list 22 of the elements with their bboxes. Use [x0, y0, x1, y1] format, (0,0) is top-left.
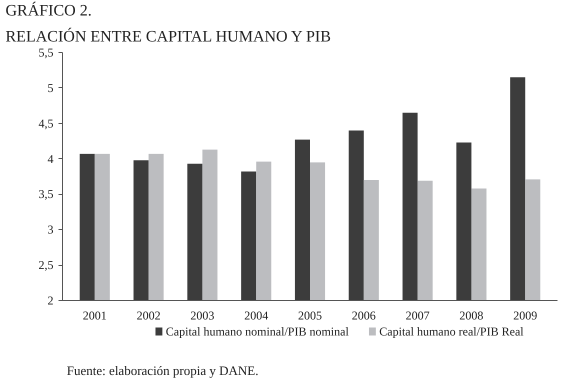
legend-label: Capital humano nominal/PIB nominal [166, 324, 350, 338]
y-tick-label: 3 [48, 222, 54, 237]
y-tick-label: 4 [48, 152, 54, 166]
chart-subtitle: RELACIÓN ENTRE CAPITAL HUMANO Y PIB [6, 28, 331, 46]
y-tick-label: 2 [48, 294, 54, 308]
x-tick-label: 2005 [298, 308, 322, 322]
y-tick-label: 5 [48, 80, 54, 95]
y-tick-label: 5,5 [38, 46, 54, 60]
source-note: Fuente: elaboración propia y DANE. [66, 363, 259, 378]
legend-label: Capital humano real/PIB Real [379, 324, 524, 338]
x-tick-label: 2006 [352, 308, 376, 322]
x-tick-label: 2001 [82, 308, 107, 322]
x-tick-label: 2007 [406, 308, 430, 322]
x-tick-label: 2008 [459, 308, 484, 322]
x-tick-label: 2002 [136, 308, 161, 322]
y-tick-label: 2,5 [38, 258, 54, 272]
x-tick-label: 2003 [190, 308, 214, 322]
chart-title: GRÁFICO 2. [6, 2, 92, 20]
y-tick-label: 4,5 [38, 116, 54, 130]
y-tick-label: 3,5 [38, 187, 54, 202]
x-tick-label: 2004 [244, 308, 268, 322]
x-tick-label: 2009 [513, 308, 538, 322]
